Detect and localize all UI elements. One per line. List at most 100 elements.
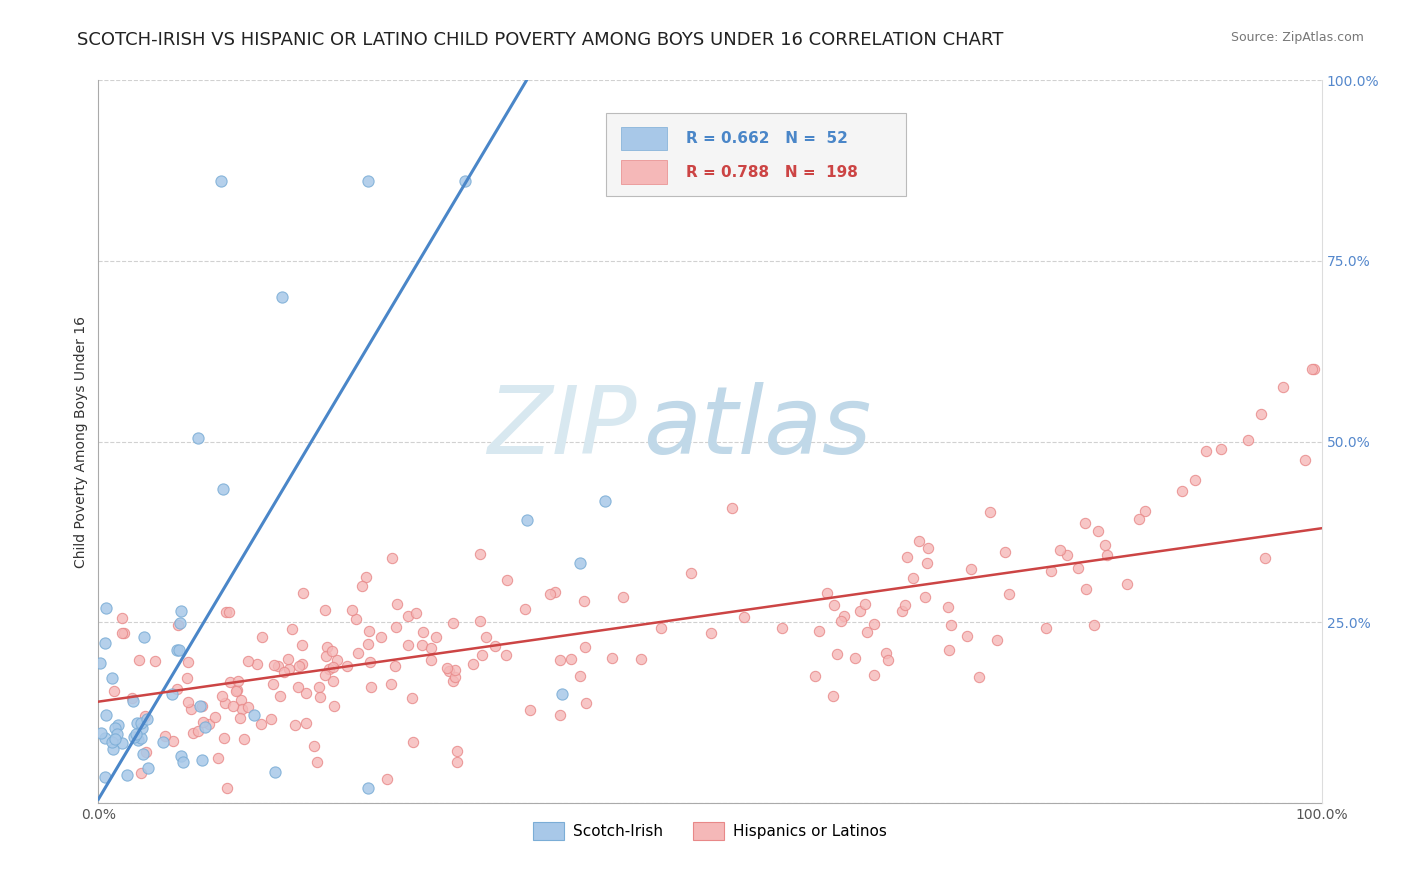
Point xyxy=(398,638,420,652)
Point xyxy=(650,621,672,635)
Point xyxy=(94,601,117,615)
Point xyxy=(446,755,468,769)
Point xyxy=(411,638,433,652)
Point xyxy=(863,668,886,682)
Point xyxy=(94,731,117,745)
Point xyxy=(191,714,214,729)
Point xyxy=(295,686,318,700)
Point xyxy=(231,702,253,716)
Point xyxy=(468,547,491,561)
Point xyxy=(264,764,287,779)
Point xyxy=(135,745,157,759)
Point xyxy=(132,747,155,762)
Legend: Scotch-Irish, Hispanics or Latinos: Scotch-Irish, Hispanics or Latinos xyxy=(527,816,893,846)
FancyBboxPatch shape xyxy=(606,112,905,196)
Point xyxy=(295,715,318,730)
Point xyxy=(135,712,157,726)
Point xyxy=(187,724,209,739)
Point xyxy=(228,710,250,724)
Point xyxy=(167,643,190,657)
Point xyxy=(986,633,1008,648)
Point xyxy=(236,654,259,668)
Point xyxy=(941,617,963,632)
Point xyxy=(808,624,831,638)
Point xyxy=(908,533,931,548)
Point xyxy=(484,640,506,654)
Point xyxy=(114,626,136,640)
Point xyxy=(269,689,291,703)
Point xyxy=(1254,551,1277,566)
Point xyxy=(131,766,153,780)
Point xyxy=(305,755,328,769)
Point xyxy=(441,673,464,688)
Point xyxy=(167,618,190,632)
Point xyxy=(250,630,273,644)
Point xyxy=(218,605,240,619)
Point xyxy=(101,735,124,749)
FancyBboxPatch shape xyxy=(620,161,668,184)
Point xyxy=(568,669,591,683)
Point xyxy=(550,687,572,701)
Point xyxy=(938,642,960,657)
Point xyxy=(238,700,260,714)
Point xyxy=(128,653,150,667)
Point xyxy=(309,690,332,704)
Point xyxy=(733,610,755,624)
Point xyxy=(396,609,419,624)
Point xyxy=(1056,548,1078,562)
Point xyxy=(804,669,827,683)
Point xyxy=(152,735,174,749)
Text: Source: ZipAtlas.com: Source: ZipAtlas.com xyxy=(1230,31,1364,45)
Point xyxy=(308,680,330,694)
Point xyxy=(519,703,541,717)
Point xyxy=(176,671,198,685)
Point xyxy=(823,598,845,612)
Point xyxy=(1301,362,1323,376)
Point xyxy=(917,541,939,556)
Point xyxy=(1250,407,1272,421)
Point xyxy=(461,657,484,671)
Point xyxy=(381,550,404,565)
Point xyxy=(177,655,200,669)
Point xyxy=(1236,434,1258,448)
Point xyxy=(938,600,960,615)
Point xyxy=(441,615,464,630)
Point xyxy=(291,638,314,652)
Point xyxy=(314,667,336,681)
Point xyxy=(172,755,194,769)
Point xyxy=(575,697,598,711)
Point xyxy=(401,735,423,749)
Point xyxy=(143,654,166,668)
Point xyxy=(997,587,1019,601)
Point xyxy=(346,647,368,661)
Point xyxy=(134,709,156,723)
Point xyxy=(1128,511,1150,525)
Point xyxy=(994,544,1017,558)
Point xyxy=(191,698,214,713)
Point xyxy=(979,505,1001,519)
Point xyxy=(917,556,939,570)
Point xyxy=(893,598,915,612)
Point xyxy=(914,590,936,604)
Point xyxy=(1074,582,1097,596)
Point xyxy=(1066,561,1088,575)
Point xyxy=(356,174,378,188)
Point xyxy=(471,648,494,662)
Point xyxy=(249,717,271,731)
Point xyxy=(572,594,595,608)
Point xyxy=(495,573,517,587)
Point xyxy=(273,665,295,679)
Point xyxy=(226,673,249,688)
Point xyxy=(111,736,134,750)
Point xyxy=(115,768,138,782)
Point xyxy=(101,671,124,685)
Point xyxy=(436,661,458,675)
Point xyxy=(316,640,339,654)
Point xyxy=(1083,618,1105,632)
Point xyxy=(127,733,149,747)
Point xyxy=(387,598,409,612)
Point xyxy=(166,642,188,657)
Point xyxy=(425,630,447,644)
Point xyxy=(444,670,467,684)
Point xyxy=(169,604,191,618)
